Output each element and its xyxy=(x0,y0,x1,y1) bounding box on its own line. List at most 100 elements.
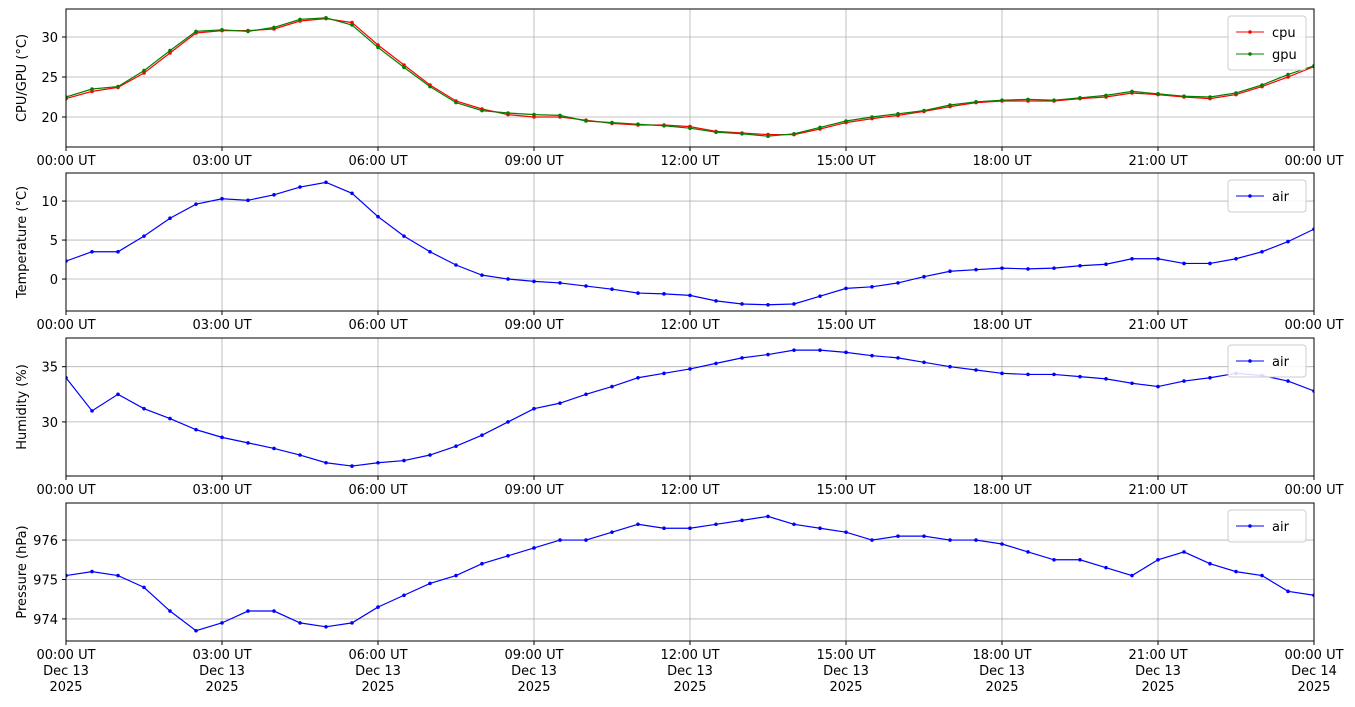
x-tick-label: 00:00 UT xyxy=(36,318,95,333)
data-point xyxy=(1052,557,1056,562)
legend-marker xyxy=(1248,52,1252,56)
data-point xyxy=(324,180,328,185)
x-tick-label: 21:00 UT xyxy=(1128,483,1187,498)
data-point xyxy=(870,538,874,542)
x-tick-label: 00:00 UT xyxy=(1284,154,1343,169)
x-tick-label: 18:00 UT Dec 13 2025 xyxy=(972,648,1031,695)
data-point xyxy=(116,249,120,254)
x-tick-label: 00:00 UT xyxy=(1284,483,1343,498)
y-tick-label: 30 xyxy=(41,31,58,46)
data-point xyxy=(974,368,978,372)
data-point xyxy=(636,291,640,295)
data-point xyxy=(298,185,302,189)
data-point xyxy=(1026,550,1030,554)
legend-box xyxy=(1227,15,1307,71)
data-point xyxy=(402,458,406,463)
data-point xyxy=(246,29,250,34)
x-tick-label: 03:00 UT Dec 13 2025 xyxy=(192,648,251,695)
data-point xyxy=(480,273,484,277)
data-point xyxy=(922,360,926,365)
data-point xyxy=(220,435,224,440)
data-point xyxy=(1026,267,1030,271)
y-tick-label: 10 xyxy=(41,195,58,210)
data-point xyxy=(584,119,588,123)
axes-frame xyxy=(65,8,1315,148)
data-point xyxy=(1052,98,1056,102)
y-tick-label: 975 xyxy=(33,573,58,588)
data-point xyxy=(428,453,432,457)
y-axis-label: Humidity (%) xyxy=(15,364,30,450)
data-point xyxy=(766,134,770,138)
data-point xyxy=(662,124,666,128)
x-tick-label: 12:00 UT xyxy=(660,318,719,333)
x-tick-label: 21:00 UT xyxy=(1128,318,1187,333)
data-point xyxy=(298,621,302,625)
legend-marker xyxy=(1248,359,1252,363)
data-point xyxy=(350,191,354,196)
data-point xyxy=(896,534,900,538)
data-point xyxy=(1026,372,1030,377)
data-point xyxy=(220,621,224,625)
x-tick-label: 15:00 UT xyxy=(816,483,875,498)
data-point xyxy=(740,132,744,136)
data-point xyxy=(1156,557,1160,562)
data-point xyxy=(90,249,94,254)
data-point xyxy=(792,132,796,136)
legend-box xyxy=(1227,179,1307,213)
y-tick-label: 976 xyxy=(33,534,58,549)
data-point xyxy=(636,122,640,126)
y-tick-label: 0 xyxy=(50,273,58,288)
data-point xyxy=(1078,263,1082,268)
data-point xyxy=(142,68,146,73)
legend-box xyxy=(1227,509,1307,543)
data-point xyxy=(376,214,380,219)
data-point xyxy=(376,605,380,609)
data-point xyxy=(272,609,276,613)
data-point xyxy=(688,126,692,130)
data-point xyxy=(220,28,224,32)
data-point xyxy=(1208,375,1212,380)
x-tick-label: 00:00 UT xyxy=(36,483,95,498)
x-tick-label: 03:00 UT xyxy=(192,154,251,169)
data-point xyxy=(844,530,848,534)
legend-label: cpu xyxy=(1272,26,1296,41)
data-point xyxy=(1026,97,1030,102)
data-point xyxy=(740,302,744,306)
data-point xyxy=(402,593,406,598)
y-axis-label: Temperature (°C) xyxy=(15,186,30,299)
data-point xyxy=(1104,93,1108,98)
data-point xyxy=(1286,379,1290,383)
data-point xyxy=(428,249,432,254)
plot-area xyxy=(66,15,1314,138)
data-point xyxy=(662,292,666,296)
data-point xyxy=(662,371,666,376)
data-point xyxy=(1130,573,1134,578)
data-point xyxy=(1286,239,1290,244)
data-point xyxy=(1234,256,1238,261)
data-point xyxy=(740,518,744,523)
data-point xyxy=(1208,561,1212,566)
y-axis-label: Pressure (hPa) xyxy=(15,525,30,618)
data-point xyxy=(142,406,146,411)
x-tick-label: 09:00 UT xyxy=(504,154,563,169)
legend-marker xyxy=(1248,30,1252,34)
data-point xyxy=(1260,573,1264,578)
data-point xyxy=(532,112,536,117)
data-point xyxy=(688,367,692,371)
data-point xyxy=(1156,256,1160,261)
data-point xyxy=(532,279,536,284)
data-point xyxy=(948,538,952,542)
data-point xyxy=(844,286,848,291)
data-point xyxy=(922,534,926,538)
x-tick-label: 15:00 UT xyxy=(816,154,875,169)
data-point xyxy=(298,453,302,457)
y-axis-label: CPU/GPU (°C) xyxy=(15,34,30,122)
data-point xyxy=(142,234,146,238)
data-point xyxy=(558,113,562,118)
data-point xyxy=(272,193,276,197)
data-point xyxy=(818,125,822,130)
data-point xyxy=(350,621,354,625)
data-point xyxy=(688,526,692,531)
x-tick-label: 03:00 UT xyxy=(192,318,251,333)
